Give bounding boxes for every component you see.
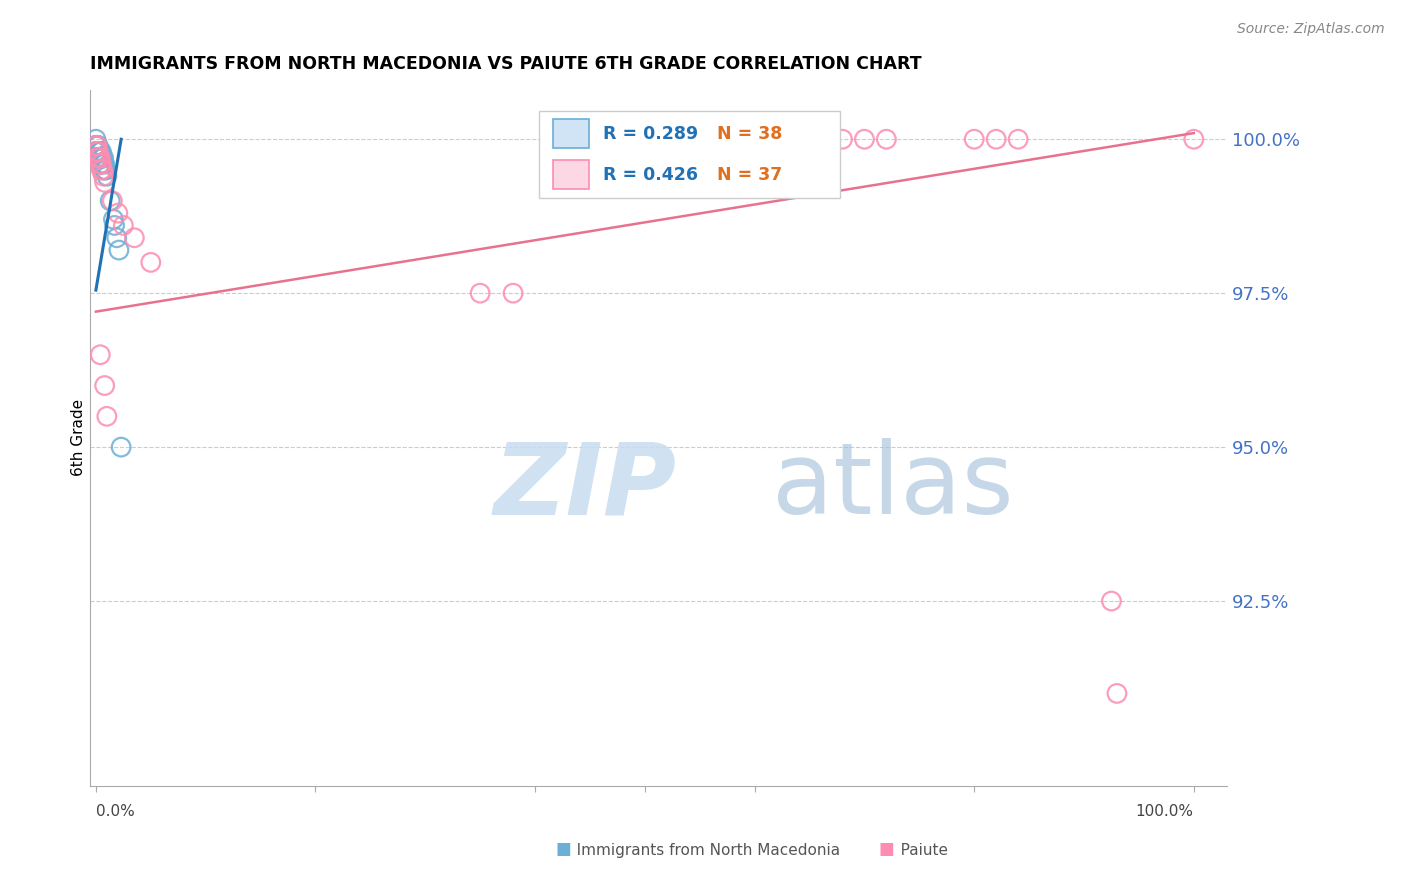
Point (89, 151, 111, 165)
Text: Source: ZipAtlas.com: Source: ZipAtlas.com (1237, 22, 1385, 37)
Text: 100.0%: 100.0% (1136, 805, 1194, 819)
Point (89, 145, 111, 159)
Point (93, 169, 115, 184)
Point (689, 132, 711, 146)
Point (89, 151, 111, 165)
Point (84, 138, 107, 153)
Point (93, 163, 115, 178)
Point (84, 151, 107, 165)
Y-axis label: 6th Grade: 6th Grade (72, 400, 86, 476)
Point (986, 132, 1008, 146)
Point (89, 151, 111, 165)
FancyBboxPatch shape (540, 111, 841, 198)
Text: IMMIGRANTS FROM NORTH MACEDONIA VS PAIUTE 6TH GRADE CORRELATION CHART: IMMIGRANTS FROM NORTH MACEDONIA VS PAIUT… (90, 55, 922, 73)
Point (86, 145, 108, 159)
FancyBboxPatch shape (553, 120, 589, 148)
Point (93, 175, 115, 189)
Point (90, 151, 112, 165)
Point (96, 409, 118, 424)
Text: N = 38: N = 38 (717, 125, 782, 143)
Point (87, 151, 110, 165)
Point (124, 231, 146, 245)
Point (91, 157, 114, 171)
Point (875, 132, 897, 146)
Text: ■: ■ (879, 840, 894, 858)
Point (139, 255, 162, 269)
Point (101, 194, 124, 208)
Point (87, 145, 110, 159)
Point (91, 151, 114, 165)
Point (94, 163, 117, 178)
Point (86, 138, 108, 153)
Point (86, 145, 108, 159)
Point (90, 163, 112, 178)
Point (90, 157, 112, 171)
Point (90, 145, 112, 159)
Point (86, 151, 108, 165)
Point (108, 243, 131, 257)
Text: R = 0.426: R = 0.426 (603, 166, 697, 184)
Point (93, 378, 115, 392)
Point (91, 163, 114, 178)
Text: 0.0%: 0.0% (96, 805, 135, 819)
Point (831, 132, 853, 146)
Point (84, 145, 107, 159)
Point (93, 157, 115, 171)
Point (87, 151, 110, 165)
Point (84, 145, 107, 159)
Point (470, 286, 492, 301)
Point (84, 138, 107, 153)
Point (799, 132, 821, 146)
Point (87, 138, 110, 153)
Text: N = 37: N = 37 (717, 166, 782, 184)
Point (86, 138, 108, 153)
Point (90, 157, 112, 171)
Text: ZIP: ZIP (494, 438, 676, 535)
Point (112, 219, 135, 233)
Point (963, 132, 986, 146)
Point (103, 219, 125, 233)
Point (89, 348, 111, 362)
Point (1101, 594, 1123, 608)
Text: Paiute: Paiute (886, 843, 948, 858)
Point (107, 206, 129, 220)
Point (89, 151, 111, 165)
Point (89, 145, 111, 159)
Point (86, 138, 108, 153)
FancyBboxPatch shape (553, 161, 589, 189)
Text: atlas: atlas (772, 438, 1014, 535)
Point (87, 151, 110, 165)
Point (87, 145, 110, 159)
Text: ■: ■ (555, 840, 571, 858)
Point (110, 440, 132, 454)
Point (105, 231, 128, 245)
Point (103, 212, 125, 227)
Point (84, 138, 107, 153)
Point (93, 151, 115, 165)
Point (853, 132, 876, 146)
Point (96, 169, 118, 184)
Point (1182, 132, 1205, 146)
Point (87, 145, 110, 159)
Point (1105, 686, 1128, 700)
Point (89, 145, 111, 159)
Point (89, 157, 111, 171)
Text: Immigrants from North Macedonia: Immigrants from North Macedonia (562, 843, 841, 858)
Point (93, 157, 115, 171)
Point (84, 132, 107, 146)
Point (84, 145, 107, 159)
Text: R = 0.289: R = 0.289 (603, 125, 697, 143)
Point (89, 157, 111, 171)
Point (86, 145, 108, 159)
Point (89, 151, 111, 165)
Point (1007, 132, 1029, 146)
Point (502, 286, 524, 301)
Point (98, 194, 121, 208)
Point (744, 132, 766, 146)
